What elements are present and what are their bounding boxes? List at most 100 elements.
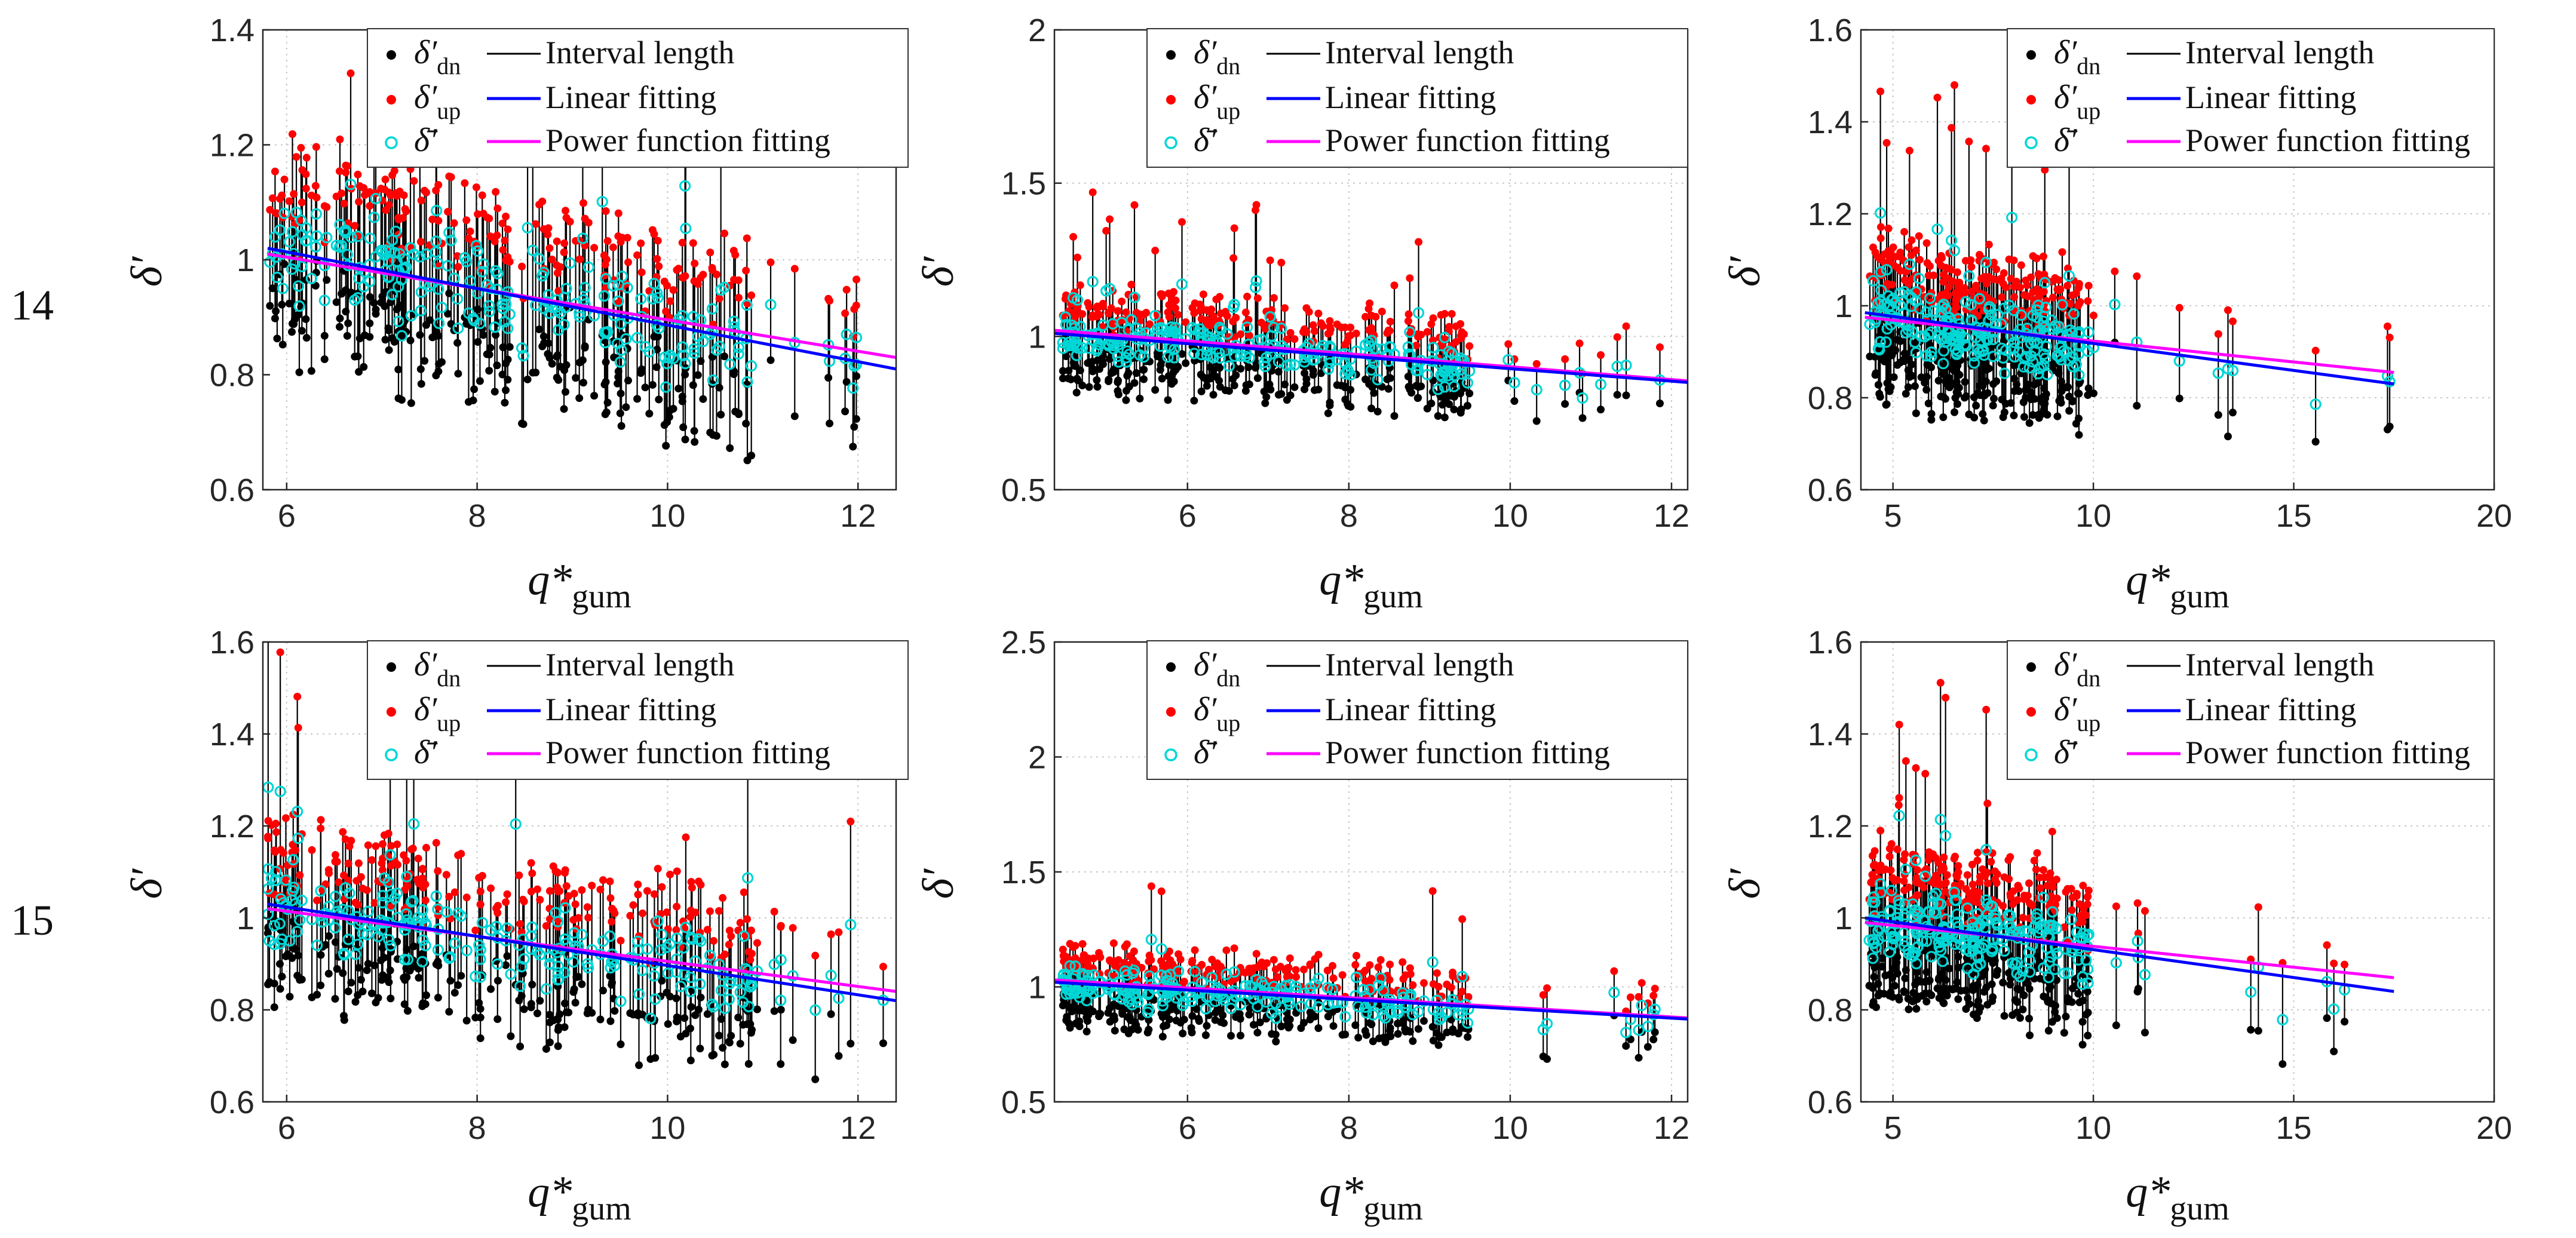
- dn-point: [355, 964, 363, 972]
- dn-point: [1982, 377, 1990, 385]
- up-point: [1925, 272, 1933, 279]
- up-point: [1942, 289, 1950, 297]
- up-point: [1085, 303, 1093, 311]
- up-point: [1212, 296, 1220, 303]
- up-point: [402, 207, 410, 215]
- up-point: [585, 219, 593, 226]
- dn-point: [638, 365, 646, 373]
- up-point: [1136, 311, 1144, 318]
- dn-point: [416, 331, 424, 339]
- up-point: [643, 887, 651, 895]
- dn-point: [699, 395, 707, 403]
- dn-point: [744, 456, 752, 464]
- up-point: [360, 184, 367, 192]
- up-point: [1071, 942, 1079, 950]
- dn-point: [266, 302, 274, 310]
- x-tick-label: 8: [468, 1110, 486, 1146]
- dn-point: [606, 1017, 614, 1025]
- dn-point: [499, 343, 507, 351]
- up-point: [841, 309, 849, 317]
- up-point: [743, 235, 751, 242]
- dn-point: [321, 355, 329, 363]
- up-point: [477, 887, 484, 895]
- up-point: [1364, 305, 1372, 313]
- dn-point: [1935, 377, 1943, 385]
- legend-up-marker: [387, 707, 396, 717]
- up-point: [1433, 969, 1441, 977]
- up-point: [682, 834, 689, 841]
- up-point: [1344, 337, 1351, 345]
- dn-point: [1385, 385, 1393, 393]
- y-tick-label: 1.2: [210, 128, 254, 164]
- up-point: [277, 649, 284, 656]
- up-point: [1200, 290, 1207, 298]
- legend-linear-text: Linear fitting: [545, 692, 716, 727]
- dn-point: [879, 1039, 887, 1047]
- dn-point: [1450, 406, 1458, 413]
- dn-point: [1140, 376, 1148, 383]
- dn-point: [1063, 1013, 1071, 1021]
- dn-point: [602, 358, 610, 366]
- dn-point: [579, 379, 587, 386]
- up-point: [1196, 307, 1204, 315]
- up-point: [1158, 887, 1166, 895]
- up-point: [553, 262, 560, 269]
- dn-point: [1922, 386, 1930, 394]
- legend-up-subscript: up: [2077, 97, 2100, 124]
- dn-point: [569, 988, 577, 996]
- dn-point: [1457, 409, 1465, 417]
- dn-point: [494, 977, 502, 985]
- up-point: [419, 865, 427, 873]
- dn-point: [1082, 1013, 1090, 1021]
- up-point: [1324, 967, 1332, 975]
- dn-point: [811, 1076, 819, 1083]
- dn-point: [1307, 1012, 1315, 1020]
- up-point: [1341, 324, 1349, 331]
- up-point: [272, 820, 280, 828]
- dn-point: [276, 960, 284, 968]
- up-point: [673, 266, 680, 274]
- up-point: [2017, 262, 2025, 269]
- dn-point: [2053, 413, 2061, 420]
- up-point: [342, 168, 349, 176]
- up-point: [1306, 960, 1314, 968]
- up-point: [716, 295, 723, 303]
- x-tick-label: 15: [2276, 498, 2312, 534]
- up-point: [1400, 975, 1407, 983]
- dn-point: [575, 394, 583, 402]
- up-point: [379, 840, 387, 848]
- dn-point: [789, 1036, 797, 1044]
- up-point: [1877, 234, 1885, 242]
- up-point: [1243, 293, 1251, 300]
- up-point: [492, 188, 499, 196]
- up-point: [1465, 342, 1473, 350]
- dn-point: [454, 981, 462, 989]
- dn-point: [617, 389, 625, 397]
- dn-point: [734, 1013, 742, 1021]
- dn-point: [1093, 357, 1101, 364]
- dn-point: [664, 1020, 672, 1028]
- up-point: [278, 192, 286, 199]
- dn-point: [401, 976, 409, 984]
- x-axis-label-sub: gum: [572, 1190, 631, 1227]
- up-point: [419, 884, 427, 892]
- dn-point: [1954, 400, 1961, 408]
- dn-point: [486, 351, 493, 358]
- up-point: [418, 196, 425, 204]
- legend-dn-symbol: δ′: [414, 34, 437, 71]
- up-point: [434, 217, 442, 225]
- legend-dn-symbol: δ′: [2054, 34, 2077, 71]
- dn-point: [546, 1039, 554, 1046]
- up-point: [2059, 248, 2066, 256]
- up-point: [710, 937, 717, 945]
- dn-point: [1344, 400, 1351, 408]
- dn-point: [1872, 371, 1879, 379]
- dn-point: [1394, 1019, 1402, 1027]
- dn-point: [540, 339, 548, 347]
- up-point: [1543, 984, 1551, 992]
- up-point: [1326, 328, 1334, 336]
- up-point: [1948, 124, 1955, 132]
- dn-point: [717, 1015, 725, 1023]
- up-point: [499, 246, 507, 254]
